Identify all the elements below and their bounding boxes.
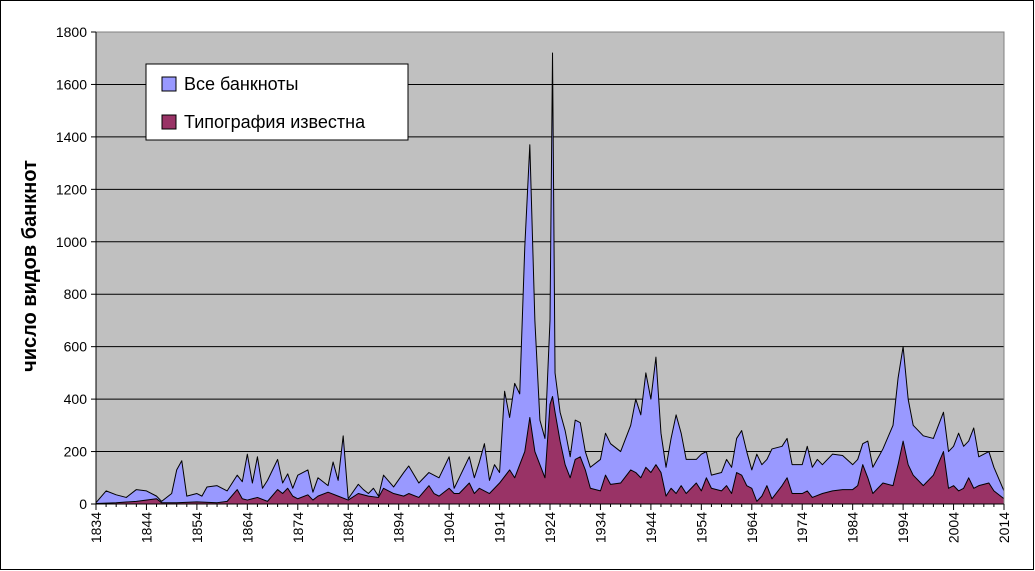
legend-label-printer-known: Типография известна [184, 112, 366, 132]
y-tick-label-1400: 1400 [56, 129, 87, 145]
x-tick-label-1894: 1894 [391, 512, 407, 543]
series-areas [95, 52, 1005, 505]
x-tick-label-1844: 1844 [138, 512, 154, 543]
x-tick-label-1914: 1914 [492, 512, 508, 543]
y-tick-label-1200: 1200 [56, 181, 87, 197]
x-tick-label-1854: 1854 [189, 512, 205, 543]
legend-swatch-all-banknotes [161, 76, 177, 92]
x-tick-label-1994: 1994 [895, 512, 911, 543]
y-axis-title: число видов банкнот [19, 160, 41, 372]
legend-label-all-banknotes: Все банкноты [184, 74, 298, 94]
x-tick-label-1874: 1874 [290, 512, 306, 543]
x-tick-label-1964: 1964 [744, 512, 760, 543]
y-tick-label-400: 400 [64, 391, 88, 407]
x-tick-label-2004: 2004 [946, 512, 962, 543]
x-tick-label-1834: 1834 [88, 512, 104, 543]
x-tick-label-1944: 1944 [643, 512, 659, 543]
area-printer-known [95, 395, 1005, 505]
y-tick-label-600: 600 [64, 339, 88, 355]
y-tick-label-1600: 1600 [56, 76, 87, 92]
y-tick-label-1000: 1000 [56, 234, 87, 250]
y-tick-label-800: 800 [64, 286, 88, 302]
x-tick-label-2014: 2014 [996, 512, 1012, 543]
x-tick-label-1974: 1974 [794, 512, 810, 543]
x-tick-label-1864: 1864 [239, 512, 255, 543]
y-tick-label-0: 0 [79, 496, 87, 512]
legend-swatch-printer-known [161, 114, 177, 130]
x-tick-label-1924: 1924 [542, 512, 558, 543]
x-tick-label-1884: 1884 [340, 512, 356, 543]
legend-box [145, 63, 409, 141]
legend: Все банкноты Типография известна [145, 63, 409, 141]
x-tick-label-1904: 1904 [441, 512, 457, 543]
x-tick-label-1954: 1954 [693, 512, 709, 543]
x-tick-label-1984: 1984 [845, 512, 861, 543]
y-tick-label-200: 200 [64, 444, 88, 460]
x-tick-label-1934: 1934 [592, 512, 608, 543]
axes: 0 200 400 600 800 1000 1200 1400 1600 1800 1834 184… [56, 24, 1012, 543]
y-tick-label-1800: 1800 [56, 24, 87, 40]
